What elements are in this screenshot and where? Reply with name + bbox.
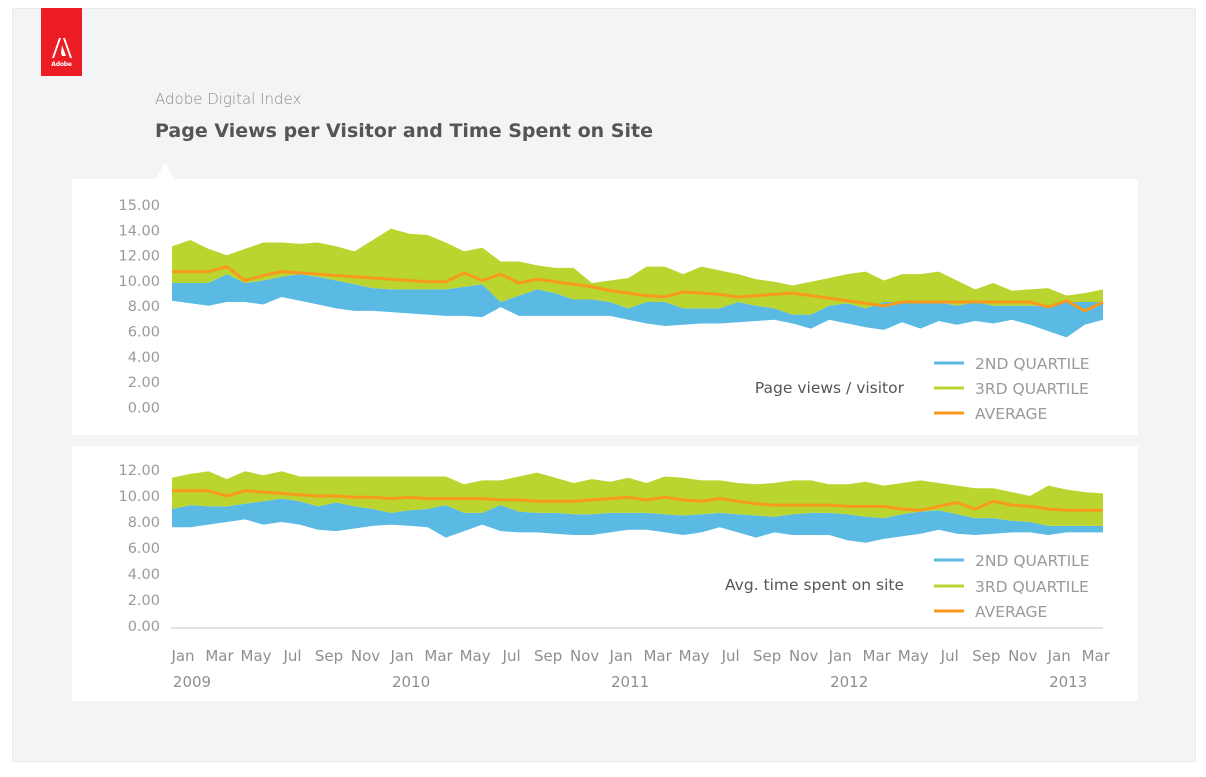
legend: 2ND QUARTILE 3RD QUARTILE AVERAGE [934, 355, 1090, 423]
legend-label-avg: AVERAGE [975, 603, 1047, 621]
x-tick-month: Mar [863, 647, 892, 665]
x-tick-year: 2010 [392, 673, 430, 691]
y-tick-label: 12.00 [118, 249, 160, 265]
y-tick-label: 10.00 [118, 489, 160, 505]
x-tick-year: 2012 [830, 673, 868, 691]
y-tick-label: 12.00 [118, 463, 160, 479]
x-tick-month: Jan [170, 647, 194, 665]
legend-label-q3: 3RD QUARTILE [975, 380, 1089, 398]
y-tick-label: 6.00 [128, 541, 160, 557]
x-tick-month: Mar [643, 647, 672, 665]
x-tick-month: Mar [1082, 647, 1111, 665]
y-tick-label: 10.00 [118, 274, 160, 290]
legend-label-q3: 3RD QUARTILE [975, 578, 1089, 596]
series-line-average [172, 489, 1103, 512]
x-tick-year: 2013 [1049, 673, 1087, 691]
y-tick-label: 15.00 [118, 198, 160, 214]
report-subtitle: Adobe Digital Index [155, 90, 302, 108]
y-tick-label: 4.00 [128, 350, 160, 366]
legend: 2ND QUARTILE 3RD QUARTILE AVERAGE [934, 552, 1090, 621]
x-tick-year: 2011 [611, 673, 649, 691]
x-tick-month: May [241, 647, 272, 665]
x-tick-month: Nov [789, 647, 818, 665]
chart-card-time-on-site: 12.00 10.00 8.00 6.00 4.00 2.00 0.00 Jan Mar May… [72, 446, 1138, 701]
x-tick-month: Sep [315, 647, 343, 665]
x-tick-month: Nov [1008, 647, 1037, 665]
x-tick-month: Jan [828, 647, 852, 665]
y-tick-label: 2.00 [128, 375, 160, 391]
x-tick-month: Jul [721, 647, 740, 665]
x-tick-month: Nov [570, 647, 599, 665]
series-band-q2 [172, 274, 1103, 338]
series-band-q2 [172, 498, 1103, 543]
legend-label-q2: 2ND QUARTILE [975, 355, 1090, 373]
x-tick-month: Jul [502, 647, 521, 665]
x-tick-month: Mar [424, 647, 453, 665]
x-tick-month: May [679, 647, 710, 665]
x-tick-month: Jul [282, 647, 301, 665]
y-tick-label: 14.00 [118, 223, 160, 239]
x-tick-month: Jul [940, 647, 959, 665]
x-tick-year: 2009 [173, 673, 211, 691]
x-tick-month: Jan [389, 647, 413, 665]
x-tick-month: May [898, 647, 929, 665]
adobe-logo: Adobe [41, 8, 82, 76]
time-on-site-chart: 12.00 10.00 8.00 6.00 4.00 2.00 0.00 Jan Mar May… [118, 463, 1111, 691]
adobe-a-icon [51, 38, 72, 58]
y-tick-label: 6.00 [128, 325, 160, 341]
x-tick-month: Sep [534, 647, 562, 665]
series-band-q3 [172, 228, 1103, 315]
legend-label-q2: 2ND QUARTILE [975, 552, 1090, 570]
series-line-average [172, 265, 1104, 313]
report-title: Page Views per Visitor and Time Spent on… [155, 120, 653, 142]
x-tick-month: May [460, 647, 491, 665]
callout-notch [155, 163, 175, 180]
y-tick-label: 4.00 [128, 567, 160, 583]
x-tick-month: Mar [205, 647, 234, 665]
y-tick-label: 8.00 [128, 299, 160, 315]
page-views-chart: 15.00 14.00 12.00 10.00 8.00 6.00 4.00 2.00 0.00… [118, 198, 1104, 423]
y-tick-label: 0.00 [128, 619, 160, 635]
x-tick-month: Sep [753, 647, 781, 665]
chart-card-page-views: 15.00 14.00 12.00 10.00 8.00 6.00 4.00 2.00 0.00… [72, 179, 1138, 435]
x-tick-month: Sep [972, 647, 1000, 665]
y-tick-label: 0.00 [128, 400, 160, 416]
x-tick-month: Nov [351, 647, 380, 665]
y-tick-label: 8.00 [128, 515, 160, 531]
x-tick-month: Jan [1047, 647, 1071, 665]
x-tick-month: Jan [609, 647, 633, 665]
logo-word: Adobe [51, 61, 72, 68]
chart-label: Page views / visitor [755, 379, 905, 397]
y-tick-label: 2.00 [128, 593, 160, 609]
legend-label-avg: AVERAGE [975, 405, 1047, 423]
chart-label: Avg. time spent on site [725, 576, 904, 594]
